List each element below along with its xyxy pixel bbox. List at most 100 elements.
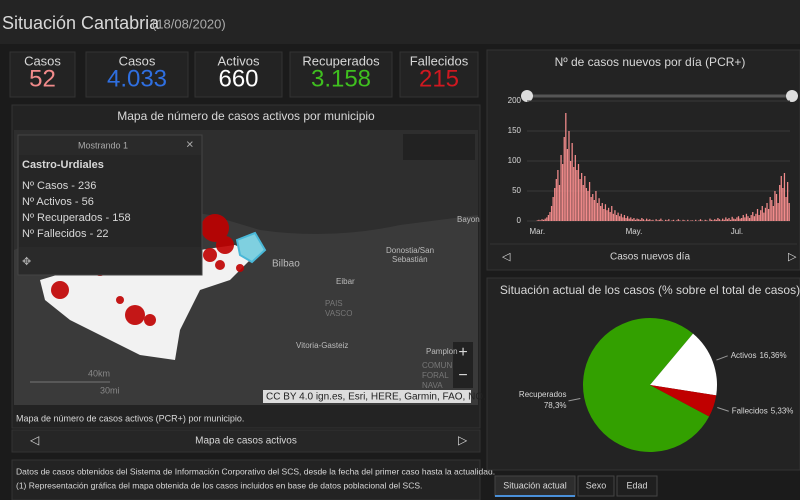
bar — [766, 203, 768, 221]
bar — [679, 220, 681, 221]
bar — [579, 179, 581, 221]
bar — [562, 164, 564, 221]
bar — [733, 218, 735, 221]
bar — [544, 218, 546, 221]
kpi-value: 3.158 — [311, 65, 371, 92]
bar — [775, 194, 778, 221]
tab-label[interactable]: Edad — [626, 480, 647, 490]
bar — [760, 210, 762, 221]
prev-button[interactable]: ◁ — [502, 251, 511, 263]
bar — [631, 219, 633, 221]
bar — [750, 215, 752, 221]
zoom-control[interactable] — [453, 342, 473, 388]
bar — [780, 176, 782, 221]
bar — [550, 206, 553, 221]
bar — [600, 206, 602, 221]
bar — [628, 218, 630, 221]
bar — [755, 213, 757, 221]
zoom-in[interactable]: + — [458, 344, 467, 361]
y-tick-label: 0 — [517, 216, 522, 225]
bar — [582, 185, 584, 221]
bar — [704, 219, 706, 221]
bar-panel — [486, 49, 800, 271]
bar — [734, 219, 736, 221]
bar — [723, 219, 725, 221]
pie-label: Fallecidos — [732, 406, 768, 415]
tab-label[interactable]: Sexo — [586, 480, 607, 490]
place-label: NAVA — [422, 381, 443, 390]
bar — [641, 218, 643, 221]
bar — [601, 203, 603, 221]
leader-line — [568, 398, 581, 402]
bar — [617, 212, 619, 221]
page-title: Situación Cantabria — [2, 13, 160, 33]
place-label: Eibar — [336, 277, 355, 286]
bar — [595, 191, 597, 221]
bar — [676, 220, 678, 221]
bar — [625, 218, 627, 221]
popup-line: Nº Fallecidos - 22 — [22, 228, 109, 240]
bar — [563, 137, 565, 221]
bar — [695, 219, 697, 221]
bar — [630, 217, 632, 221]
slider-handle[interactable] — [786, 90, 798, 102]
bar — [636, 218, 638, 221]
kpi-value: 215 — [419, 65, 459, 92]
bar — [763, 212, 765, 221]
map-footer — [11, 429, 481, 453]
bar — [761, 206, 763, 221]
bar — [658, 219, 660, 221]
bar — [565, 113, 567, 221]
bar — [769, 197, 771, 221]
popup-line: Nº Activos - 56 — [22, 196, 94, 208]
bar — [782, 188, 784, 221]
bar — [598, 198, 600, 221]
bar — [731, 216, 733, 221]
bar — [623, 215, 626, 221]
bar — [698, 220, 700, 221]
kpi-card — [9, 51, 76, 98]
bar — [712, 220, 714, 221]
tab[interactable] — [577, 475, 615, 497]
zoom-out[interactable]: − — [458, 367, 467, 384]
bar — [546, 217, 548, 221]
slider-handle[interactable] — [521, 90, 533, 102]
bar — [604, 204, 607, 221]
bar — [622, 217, 624, 221]
bar — [585, 188, 588, 221]
tab[interactable] — [616, 475, 658, 497]
bar — [634, 219, 637, 221]
pie-title: Situación actual de los casos (% sobre e… — [500, 283, 800, 297]
place-label: Vitoria-Gasteiz — [296, 341, 348, 350]
bar — [620, 213, 622, 221]
bar — [777, 203, 779, 221]
bar — [718, 219, 721, 221]
popup-name: Castro-Urdiales — [22, 159, 104, 171]
bar — [552, 197, 554, 221]
bar — [584, 176, 586, 221]
bar — [590, 197, 592, 221]
bar — [615, 215, 618, 221]
bar — [668, 219, 670, 221]
popup-close[interactable]: × — [186, 136, 194, 151]
place-label: Pamplon — [426, 347, 458, 356]
bar — [557, 170, 559, 221]
next-button[interactable]: ▷ — [788, 251, 797, 263]
bar — [614, 210, 616, 221]
prev-button[interactable]: ◁ — [30, 433, 40, 447]
kpi-value: 4.033 — [107, 65, 167, 92]
bar — [639, 219, 641, 221]
map-tools[interactable] — [403, 134, 475, 160]
next-button[interactable]: ▷ — [458, 433, 468, 447]
pie-slice — [650, 385, 717, 417]
popup-tool[interactable]: ✥ — [22, 256, 31, 268]
bar — [619, 216, 621, 221]
tab-label[interactable]: Situación actual — [503, 480, 567, 490]
place-label: Donostia/San — [386, 246, 434, 255]
bar — [645, 218, 648, 221]
bar — [568, 131, 570, 221]
scale-km: 40km — [88, 368, 110, 378]
bar — [574, 155, 576, 221]
bar — [772, 206, 774, 221]
bar — [783, 173, 786, 221]
